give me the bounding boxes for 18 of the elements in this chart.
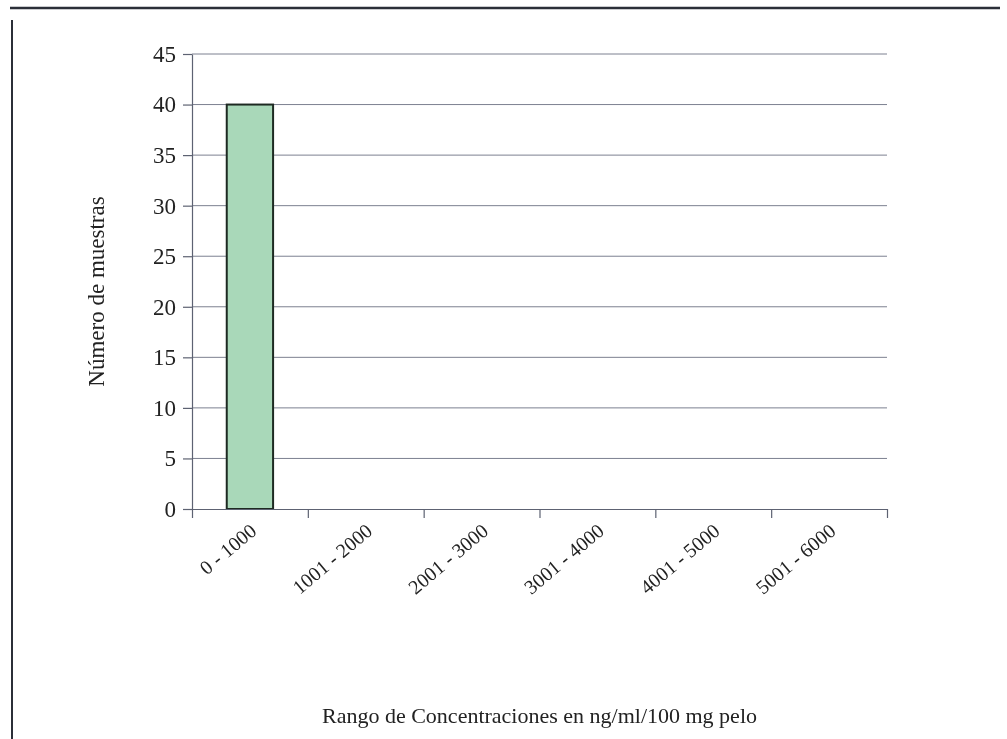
y-tick-label: 40 xyxy=(153,92,176,118)
y-tick-label: 5 xyxy=(164,446,176,472)
x-tick-label: 5001 - 6000 xyxy=(751,519,840,599)
y-tick-label: 15 xyxy=(153,345,176,371)
y-tick-label: 45 xyxy=(153,41,176,67)
x-tick-label: 2001 - 3000 xyxy=(403,519,493,599)
x-tick-label: 4001 - 5000 xyxy=(635,519,724,599)
y-axis-title: Número de muestras xyxy=(84,196,109,387)
x-tick-label: 1001 - 2000 xyxy=(288,519,377,599)
y-tick-label: 35 xyxy=(153,142,176,168)
x-tick-label: 3001 - 4000 xyxy=(519,519,608,599)
x-axis-title: Rango de Concentraciones en ng/ml/100 mg pelo xyxy=(321,703,758,728)
y-tick-label: 0 xyxy=(164,496,176,522)
y-tick-label: 10 xyxy=(153,395,176,421)
y-tick-label: 30 xyxy=(153,193,176,219)
x-tick-label: 0 - 1000 xyxy=(195,519,261,579)
y-tick-label: 25 xyxy=(153,244,176,270)
y-tick-label: 20 xyxy=(153,294,176,320)
